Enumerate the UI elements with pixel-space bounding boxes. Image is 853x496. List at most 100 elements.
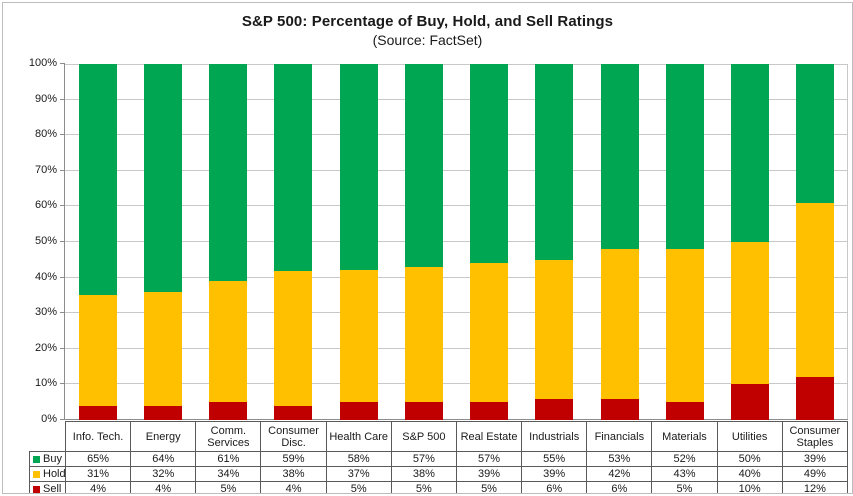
bar-column [457,64,522,420]
value-cell: 34% [195,466,262,482]
category-header-cell: Comm. Services [195,421,262,452]
value-cell: 55% [521,451,588,467]
y-tick-mark [60,134,65,136]
value-cell: 5% [195,481,262,493]
bar-segment-hold [339,270,378,403]
y-tick-label: 10% [34,377,57,390]
category-header-cell: Energy [130,421,197,452]
stacked-bar [274,64,313,420]
bar-column [652,64,717,420]
table-row: Buy 65% 64% 61% 59% 58% 57% 57% 55% 53% 52% 50% 39% [29,451,849,467]
value-cell: 38% [390,466,457,482]
table-row: Hold 31% 32% 34% 38% 37% 38% 39% 39% 42% 43% 40% 49% [29,466,849,482]
gridline [65,64,848,65]
stacked-bar [665,64,704,420]
value-cell: 37% [325,466,392,482]
category-header-cell: Industrials [521,421,588,452]
stacked-bar [404,64,443,420]
legend-swatch-hold [33,470,40,478]
gridline [65,134,848,136]
category-header-cell: S&P 500 [390,421,457,452]
plot-area [60,63,848,420]
bar-segment-hold [470,263,509,403]
bar-segment-sell [404,402,443,420]
value-cell: 6% [586,481,653,493]
table-row: Sell 4% 4% 5% 4% 5% 5% 5% 6% 6% 5% 10% 12% [29,481,849,493]
y-tick-mark [60,241,65,242]
stacked-bar [535,64,574,420]
value-cell: 5% [455,481,523,493]
gridline [65,276,848,278]
bar-segment-buy [339,64,378,271]
chart-subtitle: (Source: FactSet) [372,32,483,48]
y-tick-label: 20% [34,341,57,354]
bar-column [261,64,326,420]
y-tick-mark [60,169,65,171]
y-tick-label: 70% [34,163,57,176]
value-cell: 39% [455,466,523,482]
bar-column [783,64,848,420]
bar-column [391,64,456,420]
stacked-bar [78,64,117,420]
stacked-bar [470,64,509,420]
y-tick-mark [60,312,65,314]
value-cell: 49% [781,466,849,482]
y-tick-label: 50% [34,235,57,247]
stacked-bar [339,64,378,420]
y-tick-mark [60,98,65,100]
bar-segment-sell [143,405,182,420]
bar-segment-hold [78,295,117,406]
y-tick-label: 90% [34,92,57,105]
category-header-cell: Real Estate [455,421,523,452]
bar-segment-buy [274,64,313,271]
gridline [65,169,848,171]
category-header-cell: Consumer Staples [781,421,849,452]
bar-segment-hold [404,266,443,403]
stacked-bar [143,64,182,420]
bar-column [196,64,261,420]
category-header-cell: Info. Tech. [64,421,132,452]
bar-segment-buy [665,64,704,250]
y-tick-label: 30% [34,306,57,319]
chart-title: S&P 500: Percentage of Buy, Hold, and Se… [241,13,614,30]
y-tick-mark [60,276,65,278]
y-tick-label: 60% [34,199,57,212]
bars-container [65,64,848,420]
value-cell: 57% [390,451,457,467]
gridline [65,312,848,314]
bar-segment-hold [274,270,313,406]
bar-segment-sell [339,402,378,420]
y-axis-line [64,64,65,420]
bar-segment-hold [665,249,704,403]
y-tick-mark [60,419,65,420]
bar-segment-sell [535,398,574,420]
bar-segment-sell [274,405,313,420]
value-cell: 42% [586,466,653,482]
bar-segment-sell [600,398,639,420]
y-axis: 100% 90% 80% 70% 60% 50% 40% 30% 20% 10% 0% [3,57,57,425]
bar-segment-sell [731,384,770,420]
value-cell: 5% [390,481,457,493]
bar-segment-sell [665,402,704,420]
x-axis-line [65,419,848,420]
stacked-bar [731,64,770,420]
legend-cell-sell: Sell [29,481,66,493]
y-tick-label: 80% [34,128,57,141]
bar-column [522,64,587,420]
bar-segment-hold [143,291,182,406]
value-cell: 6% [521,481,588,493]
y-tick-mark [60,205,65,207]
value-cell: 52% [651,451,718,467]
bar-segment-buy [796,64,835,203]
value-cell: 58% [325,451,392,467]
bar-column [718,64,783,420]
stacked-bar [796,64,835,420]
plot-right-border [847,64,848,420]
value-cell: 43% [651,466,718,482]
value-cell: 64% [130,451,197,467]
value-cell: 5% [325,481,392,493]
value-cell: 65% [64,451,132,467]
value-cell: 5% [651,481,718,493]
value-cell: 61% [195,451,262,467]
